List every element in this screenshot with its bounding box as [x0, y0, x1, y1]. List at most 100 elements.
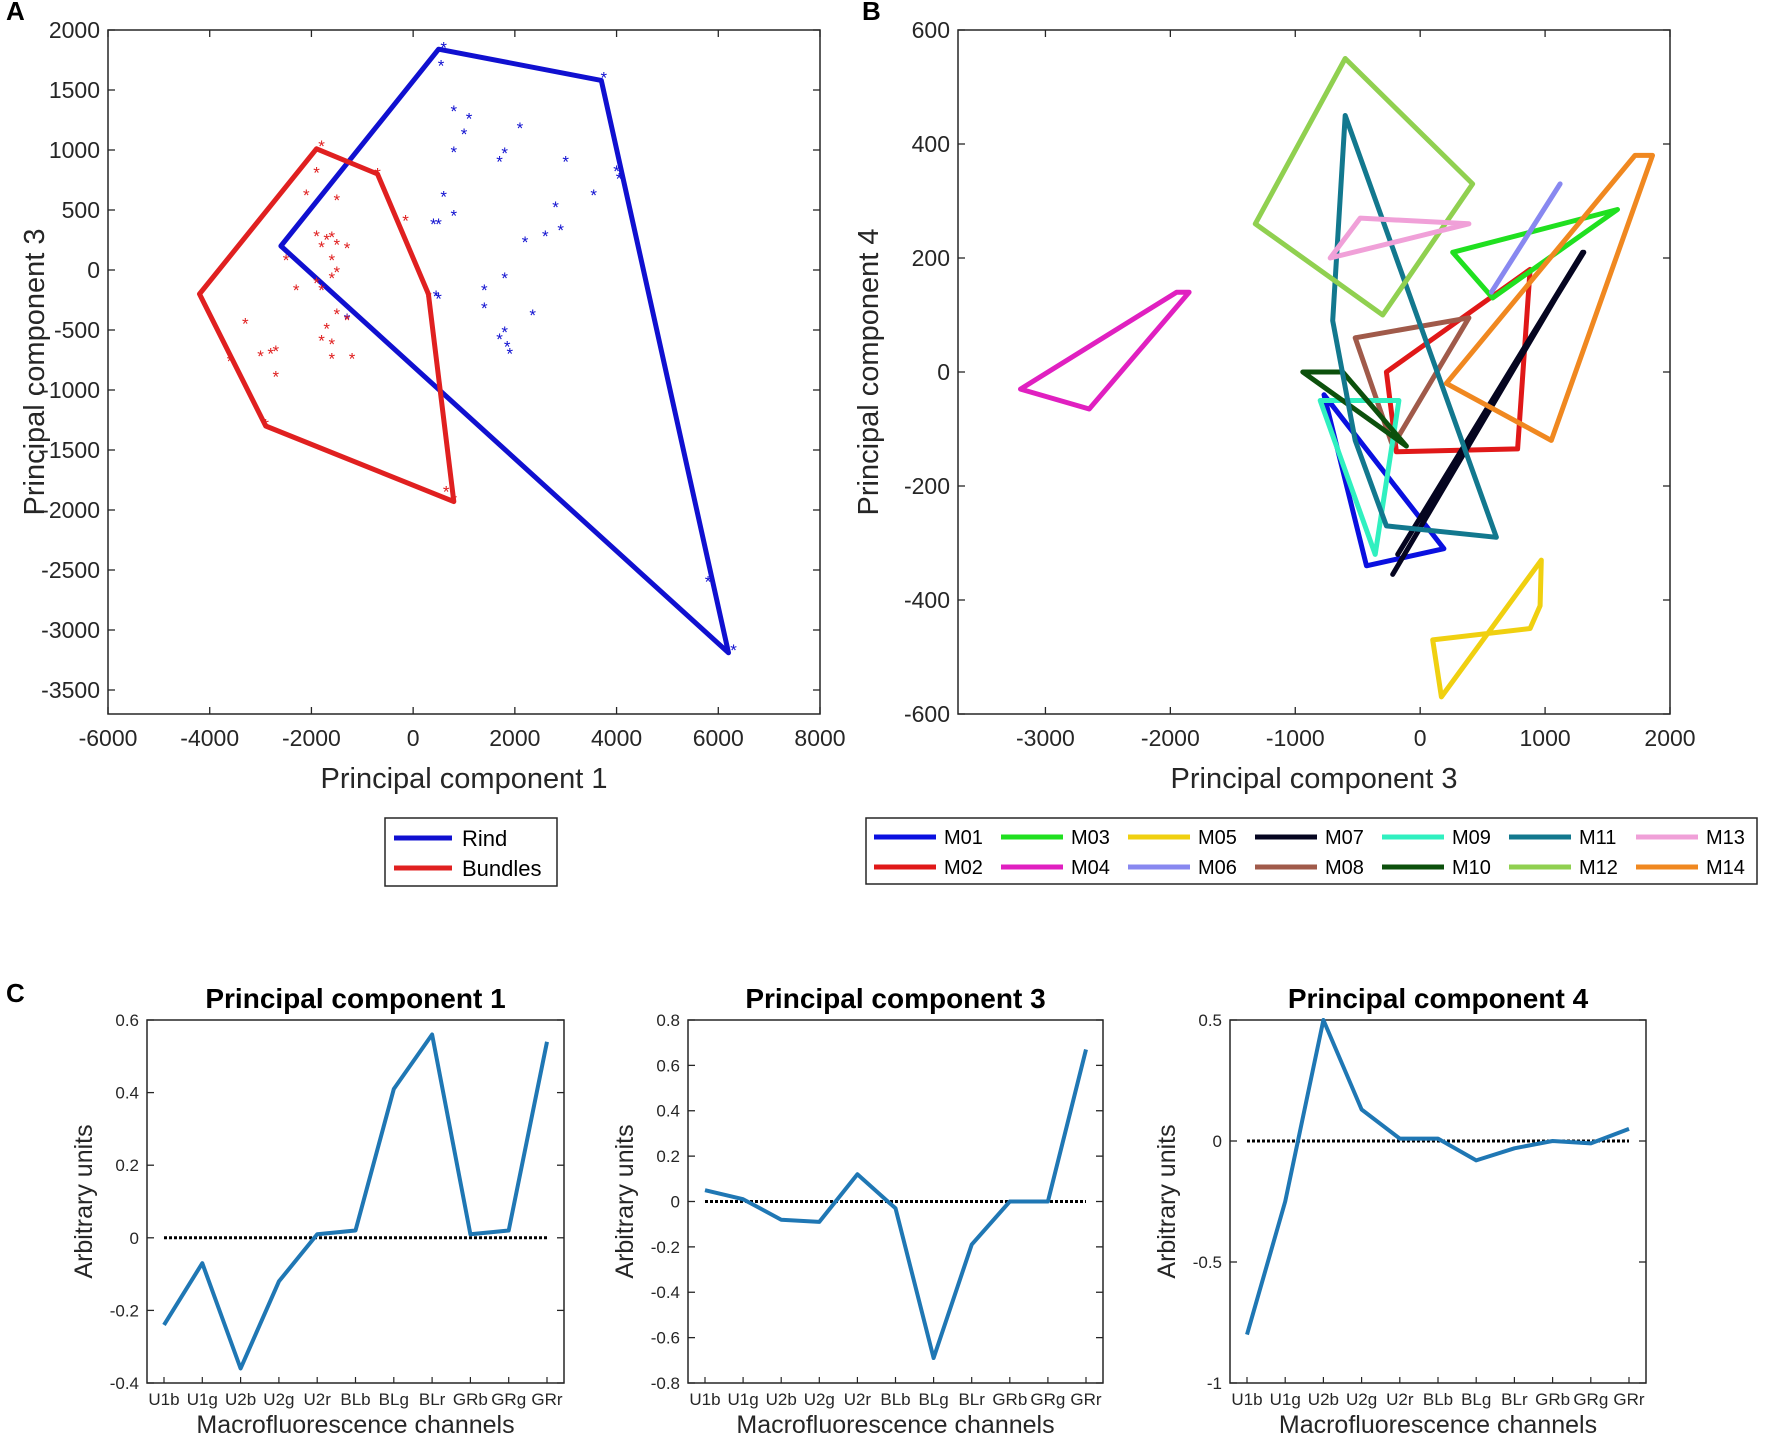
panel-b-legend: M01 M02 M03 M04 M05 M06 M07 M08 M09 M10 M11 M12 M13 M…: [865, 817, 1758, 885]
plots-layer: -3500-3000-2500-2000-1500-1000-500050010…: [19, 17, 1758, 1439]
panel-c3-axes-box: [1229, 1019, 1647, 1384]
panel-a-point-rind: *: [730, 641, 737, 660]
panel-a-xtick-label: -4000: [180, 725, 239, 751]
panel-a-point-bundles: *: [443, 483, 450, 502]
panel-a-ytick-label: -500: [54, 317, 100, 343]
panel-b-y-axis-label: Principal component 4: [853, 229, 885, 516]
panel-c1-xtick-label: U2b: [225, 1390, 256, 1409]
panel-a-point-rind: *: [496, 330, 503, 349]
panel-b-hull-m10: [1300, 369, 1409, 449]
panel-a-point-rind: *: [481, 281, 488, 300]
panel-a-point-bundles: *: [313, 163, 320, 182]
panel-b-hull-m14: [1443, 152, 1655, 443]
panel-a-point-rind: *: [438, 57, 445, 76]
panel-a-xtick-label: -6000: [79, 725, 138, 751]
panel-b-legend-label: M06: [1198, 857, 1237, 879]
panel-b-legend-box: [865, 817, 1758, 885]
panel-c2-ytick-label: 0.2: [656, 1147, 680, 1166]
panel-label-c: C: [6, 978, 25, 1008]
panel-b-xtick-label: 1000: [1520, 725, 1571, 751]
panel-c3-xtick-label: GRg: [1573, 1390, 1608, 1409]
panel-c1-xtick-label: BLb: [340, 1390, 370, 1409]
panel-c3-ytick-label: -0.5: [1193, 1253, 1222, 1272]
panel-a-point-rind: *: [552, 198, 559, 217]
panel-c3-ytick-label: 0.5: [1198, 1011, 1222, 1030]
panel-a-point-bundles: *: [318, 137, 325, 156]
panel-a-point-bundles: *: [334, 235, 341, 254]
panel-c1-title: Principal component 1: [205, 983, 505, 1014]
panel-a-point-rind: *: [517, 119, 524, 138]
panel-c2-ytick-label: 0.6: [656, 1056, 680, 1075]
panel-c2-ytick-label: 0.8: [656, 1011, 680, 1030]
panel-a-legend: Rind Bundles: [384, 817, 558, 887]
panel-a-point-bundles: *: [374, 165, 381, 184]
panel-a-point-rind: *: [522, 233, 529, 252]
panel-a-point-bundles: *: [273, 342, 280, 361]
panel-a-point-rind: *: [451, 207, 458, 226]
panel-c3-xtick-label: U1g: [1270, 1390, 1301, 1409]
panel-a-point-bundles: *: [318, 238, 325, 257]
panel-c2-xtick-label: U2b: [766, 1390, 797, 1409]
panel-c1-x-axis-label: Macrofluorescence channels: [196, 1411, 514, 1439]
panel-b-xtick-label: -1000: [1266, 725, 1325, 751]
panel-a-point-bundles: *: [323, 231, 330, 250]
panel-c3-xtick-label: BLg: [1461, 1390, 1491, 1409]
panel-a-point-bundles: *: [267, 345, 274, 364]
panel-a-ytick-label: 2000: [49, 17, 100, 43]
panel-c2-ytick-label: 0: [671, 1192, 680, 1211]
panel-b-legend-label: M03: [1071, 827, 1110, 849]
panel-c3-xtick-label: U1b: [1231, 1390, 1262, 1409]
panel-a-point-rind: *: [501, 269, 508, 288]
panel-c3-xtick-label: GRb: [1535, 1390, 1570, 1409]
panel-a-point-rind: *: [496, 153, 503, 172]
panel-a-point-rind: *: [433, 287, 440, 306]
panel-c2-x-axis-label: Macrofluorescence channels: [736, 1411, 1054, 1439]
panel-a-ytick-label: -2500: [41, 557, 100, 583]
panel-a-point-rind: *: [705, 573, 712, 592]
panel-a-point-rind: *: [529, 306, 536, 325]
panel-a-point-rind: *: [430, 215, 437, 234]
panel-a-point-bundles: *: [283, 251, 290, 270]
panel-c1-ytick-label: 0: [130, 1229, 139, 1248]
panel-label-b: B: [862, 0, 881, 26]
panel-a-point-bundles: *: [323, 319, 330, 338]
panel-a-point-bundles: *: [334, 263, 341, 282]
panel-c2-ytick-label: -0.2: [651, 1238, 680, 1257]
panel-b-xtick-label: -3000: [1016, 725, 1075, 751]
panel-b-legend-label: M12: [1579, 857, 1618, 879]
panel-a-point-bundles: *: [328, 335, 335, 354]
panel-c1-xtick-label: U2g: [263, 1390, 294, 1409]
panel-b-hull-m05: [1430, 557, 1544, 700]
panel-a-point-bundles: *: [318, 281, 325, 300]
panel-a-point-rind: *: [501, 323, 508, 342]
panel-a-point-rind: *: [601, 69, 608, 88]
panel-a-point-bundles: *: [328, 228, 335, 247]
panel-b-legend-label: M13: [1706, 827, 1745, 849]
panel-a-point-bundles: *: [334, 305, 341, 324]
panel-c2-ytick-label: -0.4: [651, 1283, 680, 1302]
panel-a-ytick-label: 500: [62, 197, 100, 223]
panel-a-point-rind: *: [344, 310, 351, 329]
panel-c1-xtick-label: U1g: [187, 1390, 218, 1409]
panel-c2-xtick-label: U2g: [804, 1390, 835, 1409]
panel-a-ytick-label: -2000: [41, 497, 100, 523]
panel-a-point-rind: *: [435, 215, 442, 234]
panel-c1-xtick-label: BLr: [419, 1390, 446, 1409]
panel-a-xtick-label: -2000: [282, 725, 341, 751]
panel-a-point-rind: *: [562, 153, 569, 172]
panel-b-hull-m11: [1330, 113, 1499, 540]
panel-a-point-rind: *: [590, 186, 597, 205]
panel-b-hull-m09: [1317, 398, 1402, 557]
panel-a-point-bundles: *: [334, 191, 341, 210]
panel-c2-ytick-label: -0.6: [651, 1329, 680, 1348]
panel-a-xtick-label: 8000: [794, 725, 845, 751]
panel-c2-xtick-label: U1b: [689, 1390, 720, 1409]
panel-c2-xtick-label: BLr: [958, 1390, 985, 1409]
panel-b-legend-label: M07: [1325, 827, 1364, 849]
panel-a-point-rind: *: [451, 143, 458, 162]
panel-b-legend-label: M02: [944, 857, 983, 879]
panel-c3-xtick-label: BLb: [1423, 1390, 1453, 1409]
panel-a-point-rind: *: [440, 39, 447, 58]
panel-b-xtick-label: 0: [1414, 725, 1427, 751]
panel-a-point-rind: *: [451, 102, 458, 121]
